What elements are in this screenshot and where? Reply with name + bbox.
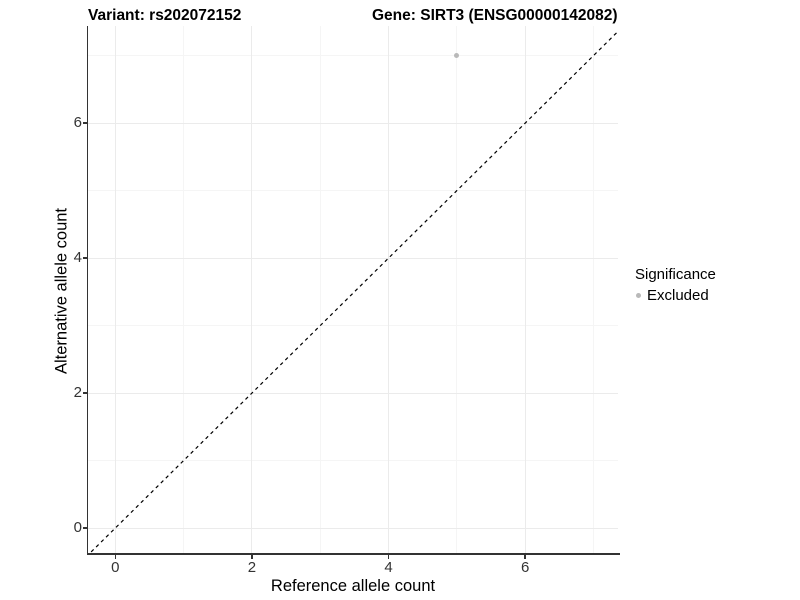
- y-axis-tick: [82, 122, 87, 124]
- y-axis-tick: [82, 527, 87, 529]
- y-axis-line: [86, 26, 88, 555]
- gridline-x-minor: [592, 26, 594, 553]
- gridline-y-minor: [88, 325, 618, 327]
- y-axis-title: Alternative allele count: [52, 207, 71, 375]
- x-axis-tick: [251, 554, 253, 559]
- gridline-x-major: [524, 26, 526, 553]
- y-axis-tick-label: 6: [73, 114, 82, 132]
- gridline-x-major: [114, 26, 116, 553]
- legend-items: Excluded: [635, 287, 716, 304]
- gridline-y-major: [88, 122, 618, 124]
- gridline-x-minor: [319, 26, 321, 553]
- y-axis-tick: [82, 392, 87, 394]
- plot-title-variant: Variant: rs202072152: [88, 7, 242, 24]
- gridline-x-minor: [456, 26, 458, 553]
- x-axis-tick-label: 0: [111, 559, 120, 576]
- gridline-y-major: [88, 527, 618, 529]
- legend-title: Significance: [635, 266, 716, 283]
- gridline-x-major: [388, 26, 389, 553]
- legend-marker-icon: [636, 293, 641, 298]
- y-axis-tick-label: 0: [73, 519, 82, 537]
- gridline-y-minor: [88, 55, 618, 57]
- plot-title-gene: Gene: SIRT3 (ENSG00000142082): [372, 7, 618, 24]
- legend: Significance Excluded: [635, 266, 716, 304]
- legend-item-excluded: Excluded: [635, 287, 716, 304]
- x-axis-tick-label: 4: [384, 559, 393, 576]
- identity-reference-line: [89, 30, 618, 553]
- gridline-y-major: [88, 392, 618, 394]
- x-axis-tick-label: 2: [247, 559, 257, 576]
- gridline-x-minor: [183, 26, 185, 553]
- gridline-y-minor: [88, 460, 618, 462]
- data-point: [454, 53, 460, 59]
- x-axis-title: Reference allele count: [270, 577, 436, 595]
- x-axis-tick: [387, 554, 390, 559]
- gridline-y-minor: [88, 190, 618, 192]
- gridline-y-major: [88, 257, 618, 259]
- gridline-x-major: [251, 26, 253, 553]
- x-axis-tick: [114, 554, 117, 559]
- y-axis-tick-label: 2: [73, 384, 82, 402]
- y-axis-tick-label: 4: [73, 249, 82, 267]
- x-axis-line: [86, 553, 620, 555]
- x-axis-tick-label: 6: [520, 559, 530, 576]
- x-axis-tick: [524, 554, 526, 559]
- plot-panel: [88, 26, 618, 553]
- legend-item-label: Excluded: [647, 287, 709, 304]
- y-axis-tick: [82, 257, 87, 259]
